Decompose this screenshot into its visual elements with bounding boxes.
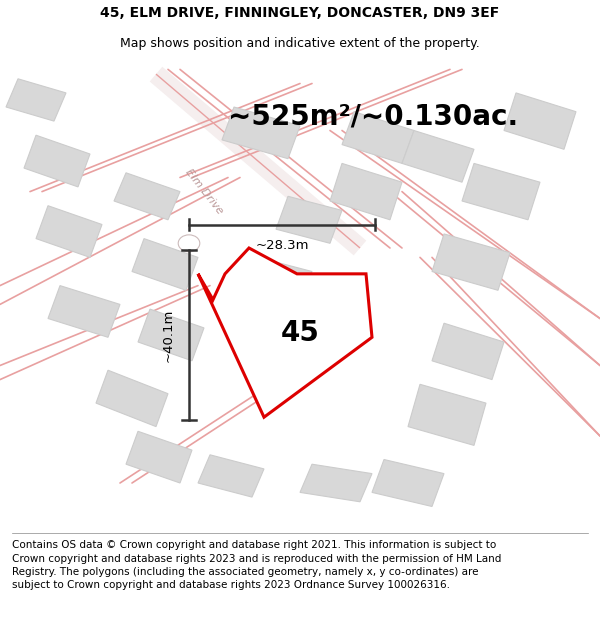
Polygon shape (114, 173, 180, 220)
Text: 45: 45 (281, 319, 319, 347)
Text: Elm Drive: Elm Drive (184, 167, 224, 216)
Polygon shape (6, 79, 66, 121)
Polygon shape (48, 286, 120, 338)
Polygon shape (246, 258, 312, 304)
Polygon shape (504, 93, 576, 149)
Polygon shape (300, 464, 372, 502)
Polygon shape (24, 135, 90, 187)
Polygon shape (222, 107, 300, 159)
Text: Contains OS data © Crown copyright and database right 2021. This information is : Contains OS data © Crown copyright and d… (12, 541, 502, 590)
Polygon shape (372, 459, 444, 506)
Text: Map shows position and indicative extent of the property.: Map shows position and indicative extent… (120, 37, 480, 50)
Polygon shape (132, 239, 198, 290)
Polygon shape (402, 131, 474, 182)
Polygon shape (408, 384, 486, 446)
Polygon shape (462, 163, 540, 220)
Polygon shape (432, 234, 510, 290)
Text: ~28.3m: ~28.3m (255, 239, 309, 252)
Polygon shape (330, 163, 402, 220)
Polygon shape (36, 206, 102, 258)
Polygon shape (198, 248, 372, 418)
Polygon shape (432, 323, 504, 379)
Polygon shape (276, 196, 342, 243)
Polygon shape (138, 309, 204, 361)
Text: 45, ELM DRIVE, FINNINGLEY, DONCASTER, DN9 3EF: 45, ELM DRIVE, FINNINGLEY, DONCASTER, DN… (100, 6, 500, 20)
Polygon shape (198, 455, 264, 497)
Text: ~40.1m: ~40.1m (161, 308, 175, 362)
Polygon shape (96, 370, 168, 427)
Polygon shape (126, 431, 192, 483)
Text: ~525m²/~0.130ac.: ~525m²/~0.130ac. (228, 102, 518, 131)
Polygon shape (342, 112, 414, 163)
